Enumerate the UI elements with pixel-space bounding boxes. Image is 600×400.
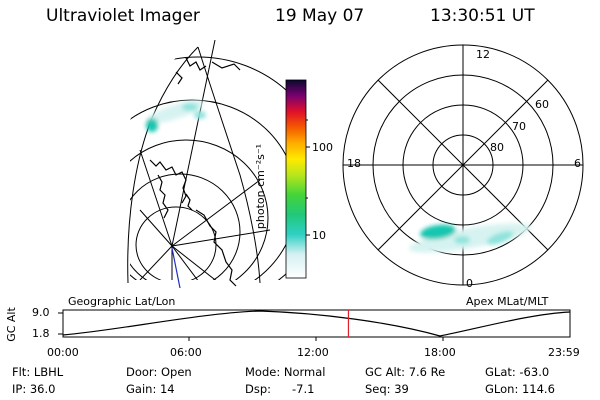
footprint-right-edge xyxy=(197,46,261,284)
altitude-plot xyxy=(58,309,571,341)
glon-status: GLon: 114.6 xyxy=(485,382,555,396)
xtick-0000: 00:00 xyxy=(47,346,79,359)
polar-panel-caption: Apex MLat/MLT xyxy=(466,295,549,308)
filter-status: Flt: LBHL xyxy=(12,365,64,379)
geo-panel-caption: Geographic Lat/Lon xyxy=(68,295,176,308)
glat-status: GLat: -63.0 xyxy=(485,365,550,379)
xtick-0600: 06:00 xyxy=(170,346,202,359)
geographic-aurora xyxy=(146,100,206,132)
mode-status: Mode: Normal xyxy=(245,365,326,379)
colorbar xyxy=(285,79,310,279)
altitude-ytick-low: 1.8 xyxy=(32,327,50,340)
sub-satellite-meridian xyxy=(171,247,181,289)
mlt-label-6: 6 xyxy=(574,157,581,170)
mlat-label-70: 70 xyxy=(512,120,526,133)
xtick-2359: 23:59 xyxy=(548,346,580,359)
polar-aurora xyxy=(408,223,532,253)
date-label: 19 May 07 xyxy=(275,6,365,26)
colorbar-unit-label: photon cm⁻²s⁻¹ xyxy=(254,143,268,230)
time-label: 13:30:51 UT xyxy=(430,6,535,26)
polar-grid xyxy=(342,44,584,286)
ip-status: IP: 36.0 xyxy=(12,382,56,396)
gain-status: Gain: 14 xyxy=(126,382,175,396)
colorbar-tick-10: 10 xyxy=(312,229,326,242)
seq-status: Seq: 39 xyxy=(365,382,409,396)
instrument-title: Ultraviolet Imager xyxy=(46,6,200,26)
colorbar-tick-100: 100 xyxy=(312,141,333,154)
mlat-label-60: 60 xyxy=(535,98,549,111)
gc-alt-status: GC Alt: 7.6 Re xyxy=(365,365,446,379)
altitude-ytick-high: 9.0 xyxy=(32,306,50,319)
door-status: Door: Open xyxy=(126,365,192,379)
mlt-label-18: 18 xyxy=(347,157,361,170)
mlt-label-0: 0 xyxy=(466,277,473,290)
xtick-1200: 12:00 xyxy=(297,346,329,359)
altitude-curve xyxy=(62,310,571,337)
mlt-label-12: 12 xyxy=(476,48,490,61)
xtick-1800: 18:00 xyxy=(424,346,456,359)
mlat-label-80: 80 xyxy=(490,141,504,154)
altitude-ylabel: GC Alt xyxy=(4,307,18,342)
dsp-value: -7.1 xyxy=(292,382,315,396)
dsp-label: Dsp: xyxy=(245,382,272,396)
